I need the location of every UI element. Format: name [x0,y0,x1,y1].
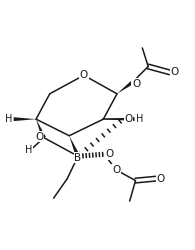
Polygon shape [69,136,80,157]
Text: O: O [170,67,179,77]
Polygon shape [117,80,134,94]
Text: O: O [112,165,120,175]
Polygon shape [36,119,46,139]
Text: O: O [132,79,140,89]
Text: O: O [124,114,132,124]
Text: O: O [105,149,113,159]
Text: B: B [74,153,82,163]
Text: H: H [5,114,12,124]
Polygon shape [14,117,36,121]
Text: O: O [35,132,43,142]
Text: O: O [80,70,88,80]
Polygon shape [103,117,135,121]
Text: H: H [136,114,143,124]
Text: H: H [25,145,32,155]
Text: O: O [157,174,165,184]
